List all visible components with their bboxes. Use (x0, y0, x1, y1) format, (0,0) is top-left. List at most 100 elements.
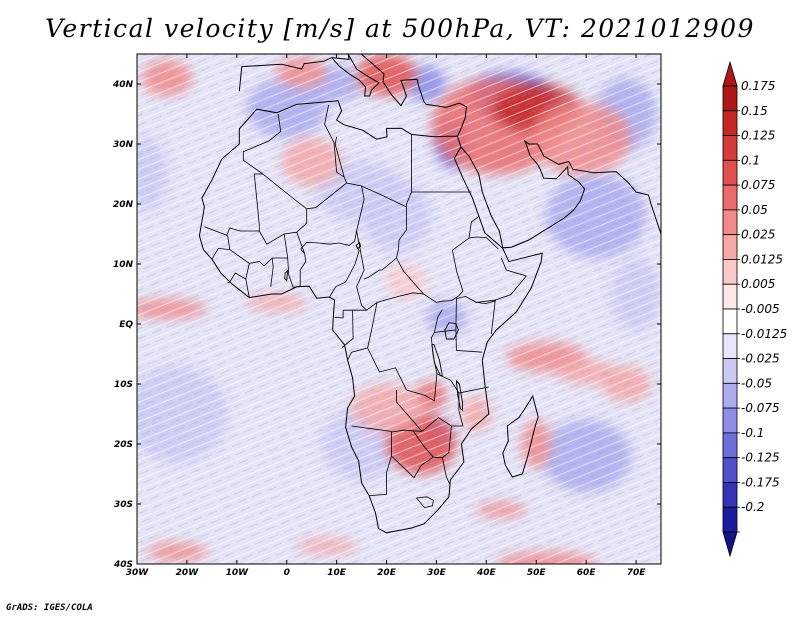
country-border (396, 207, 480, 303)
madagascar-coastline (502, 394, 539, 478)
y-tick-label: 30S (114, 500, 133, 510)
colorbar-label: -0.05 (741, 376, 772, 390)
colorbar-label: 0.025 (741, 228, 775, 242)
colorbar-swatch (722, 184, 738, 211)
country-border (242, 113, 282, 161)
x-tick-label: 30E (427, 568, 447, 578)
lake-outline (455, 379, 463, 412)
country-border (293, 285, 301, 288)
colorbar-label: -0.025 (741, 352, 780, 366)
colorbar-swatch (722, 308, 738, 335)
colorbar-swatch (722, 358, 738, 384)
country-border (341, 310, 354, 348)
italy-coastline (331, 54, 380, 97)
colorbar-label: -0.1 (741, 426, 764, 440)
x-tick-label: 50E (527, 568, 547, 578)
country-border (369, 432, 392, 496)
colorbar-swatch (722, 333, 738, 359)
colorbar-swatch (722, 159, 738, 186)
country-border (442, 457, 451, 486)
country-border (300, 182, 365, 250)
y-axis-ticks: 40N 30N 20N 10N EQ 10S 20S 30S 40S (112, 80, 661, 570)
x-tick-label: 30W (126, 568, 150, 578)
country-border (270, 257, 288, 287)
colorbar-swatch (722, 135, 738, 161)
y-tick-label: 40S (113, 560, 133, 570)
country-border (436, 373, 489, 394)
map-title: Vertical velocity [m/s] at 500hPa, VT: 2… (45, 14, 755, 43)
country-border (283, 233, 294, 288)
country-border (329, 245, 360, 298)
colorbar: 0.175 0.15 0.125 0.1 0.075 0.05 0.025 0.0125 0.0… (722, 60, 787, 558)
colorbar-swatch (722, 110, 738, 136)
colorbar-label: -0.2 (741, 500, 764, 514)
country-border (299, 253, 307, 287)
colorbar-label: 0.075 (741, 178, 775, 192)
country-border (245, 257, 273, 298)
arabia-coastline (460, 139, 661, 249)
country-border (334, 310, 344, 319)
colorbar-label: 0.125 (741, 129, 775, 143)
colorbar-label: 0.05 (741, 203, 768, 217)
colorbar-swatch (722, 283, 738, 310)
country-border (363, 257, 397, 280)
country-border (204, 226, 231, 250)
x-tick-label: 70E (627, 568, 647, 578)
x-tick-label: 60E (577, 568, 597, 578)
y-tick-label: EQ (119, 320, 133, 330)
colorbar-swatch (722, 259, 738, 285)
y-tick-label: 10S (114, 380, 133, 390)
country-border (468, 236, 499, 250)
colorbar-label: 0.005 (741, 277, 775, 291)
y-tick-label: 20S (114, 440, 133, 450)
lakes (284, 241, 463, 412)
colorbar-swatch (722, 234, 738, 260)
colorbar-swatch (722, 85, 738, 112)
x-tick-label: 40E (476, 568, 497, 578)
x-tick-label: 0 (284, 568, 290, 578)
country-border (490, 299, 496, 335)
europe-med-coastline (238, 54, 467, 137)
colorbar-swatch (722, 209, 738, 236)
y-tick-label: 30N (113, 140, 134, 150)
country-border (367, 309, 443, 402)
country-border (416, 496, 434, 509)
country-border (476, 300, 496, 305)
lake-outline (444, 322, 459, 340)
lake-outline (431, 343, 443, 377)
country-border (391, 455, 434, 479)
colorbar-label: 0.175 (741, 79, 775, 93)
colorbar-swatch (722, 482, 738, 508)
coastlines (198, 54, 661, 534)
country-border (229, 272, 246, 283)
credit-label: GrADS: IGES/COLA (6, 603, 93, 613)
x-tick-label: 10W (226, 568, 250, 578)
streak-texture (137, 54, 661, 564)
country-border (334, 136, 345, 178)
country-borders (204, 104, 527, 509)
colorbar-swatch (722, 506, 738, 533)
colorbar-label: -0.175 (741, 475, 780, 489)
africa-coastline (198, 100, 543, 534)
y-tick-label: 20N (113, 200, 134, 210)
country-border (455, 295, 496, 331)
lake-outline (284, 269, 289, 282)
colorbar-label: -0.125 (741, 451, 780, 465)
country-border (211, 247, 250, 264)
x-tick-label: 20E (377, 568, 397, 578)
y-tick-label: 40N (112, 80, 134, 90)
y-tick-label: 10N (113, 260, 134, 270)
colorbar-swatch (722, 457, 738, 483)
map-panel (137, 54, 661, 564)
x-tick-label: 20W (176, 568, 200, 578)
colorbar-swatch (722, 382, 738, 409)
country-border (412, 425, 452, 459)
country-border (396, 390, 423, 432)
colorbar-label: -0.005 (741, 302, 780, 316)
country-border (258, 208, 308, 245)
colorbar-label: 0.15 (741, 104, 768, 118)
colorbar-top-arrow (722, 60, 738, 87)
lake-outline (355, 241, 362, 250)
colorbar-label: -0.075 (741, 401, 780, 415)
